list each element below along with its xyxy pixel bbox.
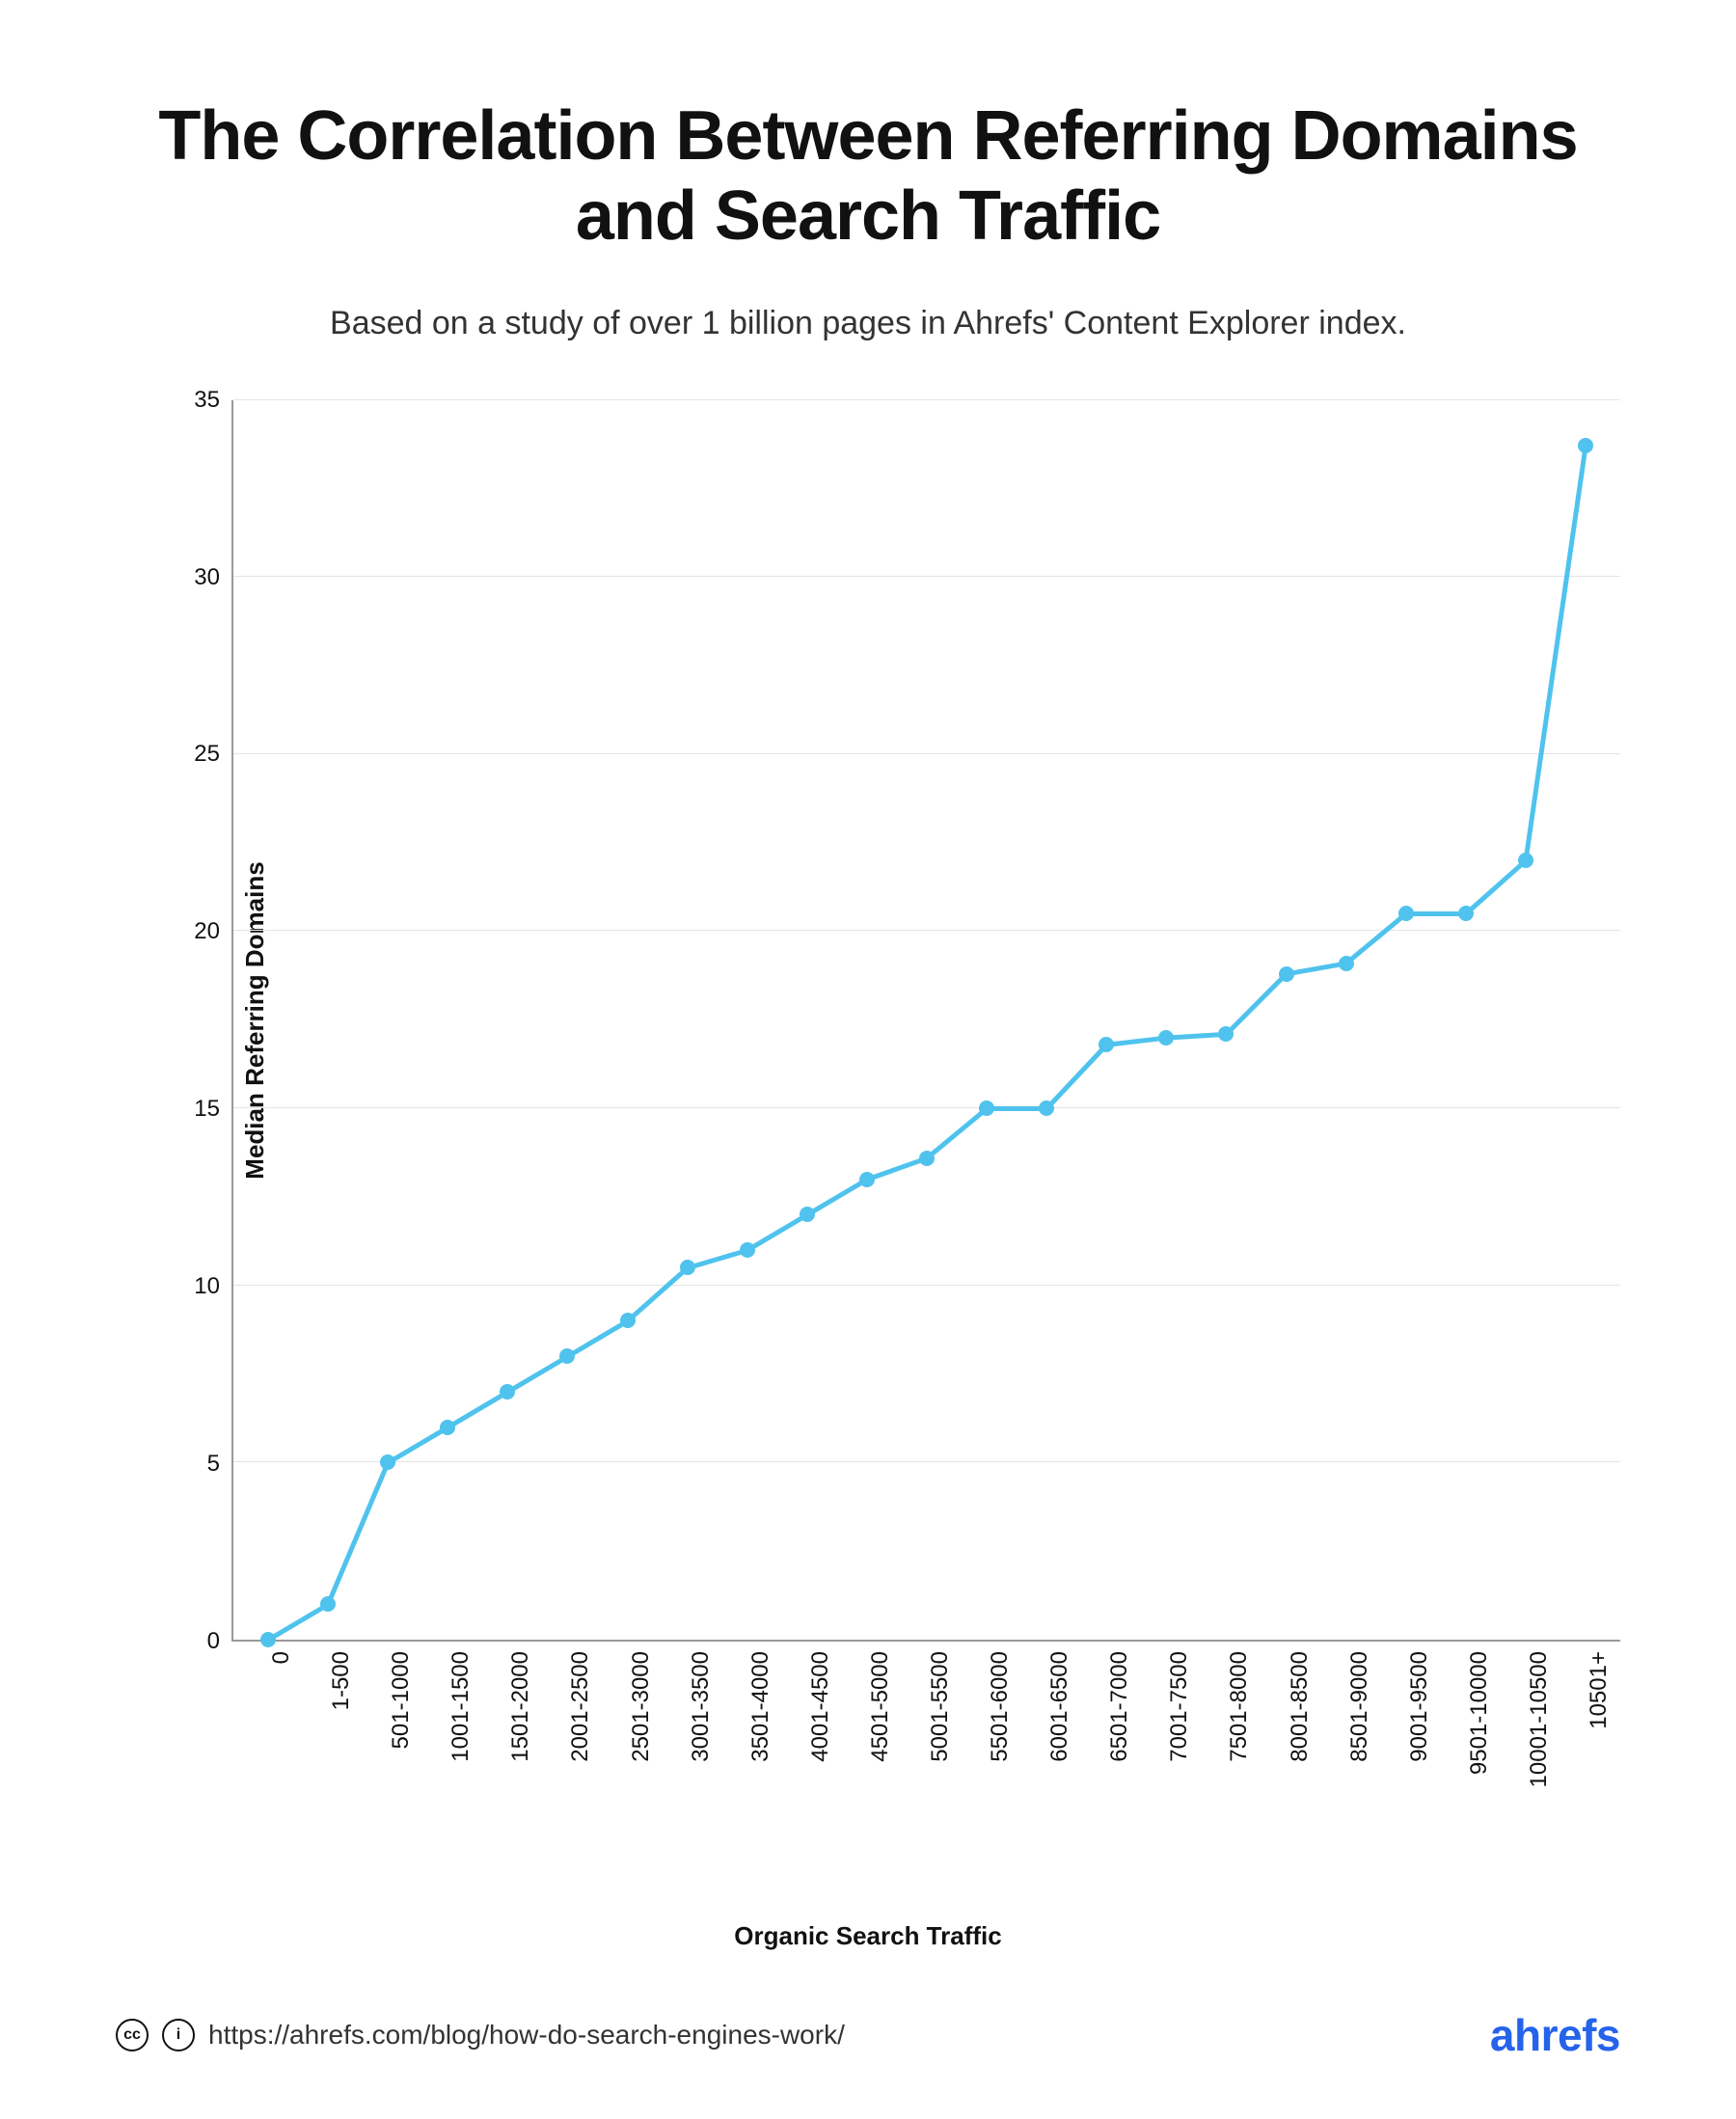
- plot-area: 01-500501-10001001-15001501-20002001-250…: [231, 400, 1620, 1642]
- y-tick-label: 0: [207, 1628, 220, 1655]
- chart-subtitle: Based on a study of over 1 billion pages…: [116, 305, 1620, 342]
- x-tick-label: 3501-4000: [747, 1651, 774, 1762]
- source-url: https://ahrefs.com/blog/how-do-search-en…: [208, 2020, 845, 2051]
- x-tick-label: 4001-4500: [807, 1651, 834, 1762]
- y-tick-label: 5: [207, 1451, 220, 1478]
- x-tick-label: 5001-5500: [927, 1651, 954, 1762]
- chart-svg: [233, 400, 1620, 1640]
- data-marker: [1398, 906, 1414, 921]
- x-tick-label: 1501-2000: [507, 1651, 534, 1762]
- x-tick-label: 6501-7000: [1106, 1651, 1133, 1762]
- data-marker: [740, 1242, 755, 1258]
- x-axis-label: Organic Search Traffic: [116, 1921, 1620, 1951]
- cc-license-icon: cc: [116, 2019, 149, 2051]
- x-tick-label: 8501-9000: [1346, 1651, 1373, 1762]
- y-tick-label: 15: [194, 1096, 220, 1123]
- data-marker: [260, 1632, 276, 1647]
- chart-title: The Correlation Between Referring Domain…: [116, 96, 1620, 257]
- x-tick-label: 7501-8000: [1226, 1651, 1253, 1762]
- y-tick-label: 25: [194, 741, 220, 768]
- x-tick-label: 2501-3000: [628, 1651, 655, 1762]
- x-tick-label: 2001-2500: [567, 1651, 594, 1762]
- x-tick-label: 4501-5000: [867, 1651, 894, 1762]
- data-marker: [919, 1151, 935, 1166]
- x-tick-label: 6001-6500: [1046, 1651, 1073, 1762]
- chart-area: Median Referring Domains 05101520253035 …: [116, 400, 1620, 1642]
- y-axis-ticks: 05101520253035: [164, 400, 231, 1642]
- cc-by-icon: i: [162, 2019, 195, 2051]
- data-marker: [1158, 1030, 1174, 1046]
- data-marker: [800, 1207, 815, 1222]
- footer-left: cc i https://ahrefs.com/blog/how-do-sear…: [116, 2019, 845, 2051]
- ahrefs-logo: ahrefs: [1490, 2009, 1620, 2061]
- x-tick-label: 7001-7500: [1166, 1651, 1193, 1762]
- data-marker: [680, 1260, 695, 1275]
- y-tick-label: 35: [194, 387, 220, 414]
- x-tick-label: 0: [268, 1651, 295, 1664]
- data-marker: [1279, 966, 1294, 982]
- y-tick-label: 20: [194, 918, 220, 945]
- data-marker: [1518, 853, 1533, 868]
- data-marker: [1339, 956, 1354, 971]
- y-tick-label: 30: [194, 564, 220, 591]
- x-tick-label: 3001-3500: [688, 1651, 715, 1762]
- x-tick-label: 9501-10000: [1466, 1651, 1493, 1775]
- data-line: [268, 446, 1586, 1640]
- x-tick-label: 8001-8500: [1287, 1651, 1314, 1762]
- x-tick-label: 1-500: [328, 1651, 355, 1710]
- data-marker: [620, 1313, 636, 1328]
- x-tick-label: 5501-6000: [987, 1651, 1014, 1762]
- x-tick-label: 9001-9500: [1406, 1651, 1433, 1762]
- x-tick-label: 10001-10500: [1526, 1651, 1553, 1787]
- x-tick-label: 10501+: [1586, 1651, 1613, 1729]
- y-tick-label: 10: [194, 1273, 220, 1300]
- x-tick-label: 1001-1500: [448, 1651, 475, 1762]
- data-marker: [440, 1420, 455, 1435]
- data-marker: [1458, 906, 1474, 921]
- chart-container: Median Referring Domains 05101520253035 …: [116, 400, 1620, 1951]
- x-tick-label: 501-1000: [388, 1651, 415, 1749]
- data-marker: [859, 1172, 875, 1187]
- footer: cc i https://ahrefs.com/blog/how-do-sear…: [116, 2009, 1620, 2061]
